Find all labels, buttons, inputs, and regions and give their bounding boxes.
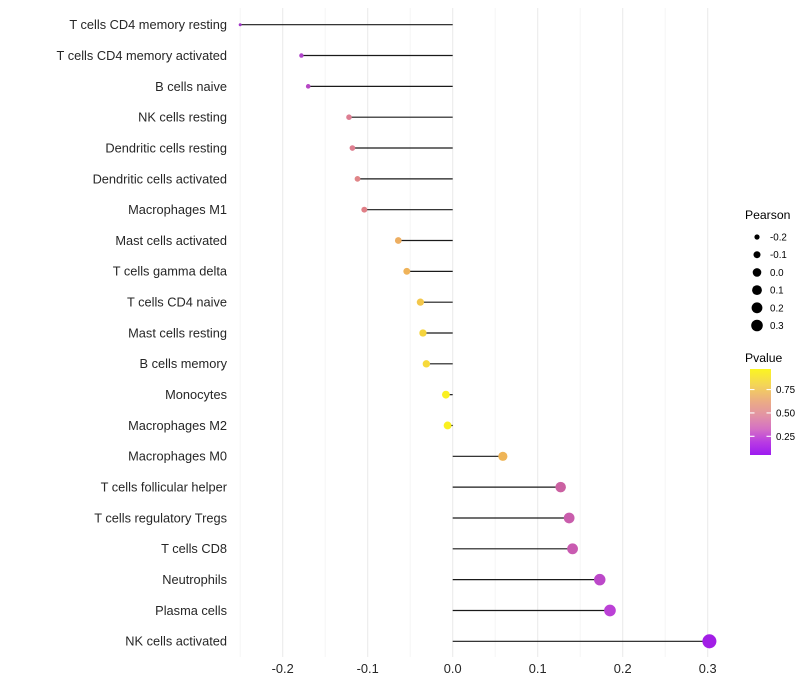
- y-axis-label: Mast cells activated: [115, 233, 227, 248]
- y-axis-label: T cells CD4 memory resting: [69, 17, 227, 32]
- data-point: [594, 573, 606, 586]
- size-legend-label: 0.1: [770, 286, 784, 297]
- lollipop-dots: [238, 23, 717, 649]
- size-legend-dot: [751, 302, 763, 314]
- data-point: [567, 543, 578, 555]
- y-axis-label: Macrophages M2: [128, 418, 227, 433]
- data-point: [702, 634, 717, 649]
- y-axis-label: Monocytes: [165, 387, 227, 402]
- x-axis-label: 0.1: [529, 661, 547, 676]
- x-axis-label: -0.2: [272, 661, 294, 676]
- y-axis-label: T cells CD4 memory activated: [57, 48, 227, 63]
- y-axis-label: T cells follicular helper: [101, 480, 228, 495]
- data-point: [346, 114, 352, 120]
- y-axis-label: Mast cells resting: [128, 325, 227, 340]
- size-legend-dot: [754, 234, 760, 240]
- data-point: [349, 145, 356, 151]
- y-axis-label: Macrophages M1: [128, 202, 227, 217]
- size-legend-dot: [751, 319, 763, 332]
- size-legend-label: 0.0: [770, 268, 784, 279]
- x-axis-label: 0.3: [699, 661, 717, 676]
- colorbar-tick-label: 0.25: [776, 432, 796, 443]
- lollipop-stems: [240, 24, 710, 642]
- data-point: [443, 421, 452, 430]
- size-legend-dot: [752, 285, 762, 295]
- colorbar-tick-label: 0.75: [776, 385, 796, 396]
- y-axis-label: NK cells activated: [125, 634, 227, 649]
- data-point: [403, 267, 411, 275]
- y-axis-labels: T cells CD4 memory resting T cells CD4 me…: [57, 17, 228, 649]
- data-point: [238, 23, 242, 27]
- data-point: [299, 53, 304, 58]
- y-axis-label: T cells CD4 naive: [127, 295, 227, 310]
- y-axis-label: T cells regulatory Tregs: [94, 510, 227, 525]
- size-legend-dot: [752, 268, 762, 277]
- y-axis-label: Plasma cells: [155, 603, 227, 618]
- colorbar-tick-label: 0.50: [776, 408, 796, 419]
- x-axis-labels: -0.2 -0.1 0.0 0.1 0.2 0.3: [272, 661, 717, 676]
- x-axis-label: 0.2: [614, 661, 632, 676]
- y-axis-label: Dendritic cells activated: [93, 171, 227, 186]
- data-point: [361, 206, 368, 213]
- data-point: [354, 175, 361, 182]
- y-axis-label: Neutrophils: [162, 572, 227, 587]
- y-axis-label: Macrophages M0: [128, 449, 227, 464]
- data-point: [394, 237, 402, 244]
- y-axis-label: B cells memory: [140, 356, 228, 371]
- pvalue-colorbar: [750, 369, 771, 455]
- legends: Pearson Pvalue -0.2 -0.1 0.0 0.1 0.2 0.3 0.75 0…: [745, 208, 796, 455]
- data-point: [604, 604, 616, 617]
- size-legend-label: 0.3: [770, 321, 784, 332]
- data-point: [498, 451, 508, 461]
- x-axis-label: 0.0: [444, 661, 462, 676]
- data-point: [555, 481, 566, 493]
- size-legend-label: -0.1: [770, 250, 787, 261]
- data-point: [305, 84, 311, 89]
- size-legend-label: -0.2: [770, 233, 787, 244]
- y-axis-label: Dendritic cells resting: [105, 140, 227, 155]
- y-axis-label: T cells gamma delta: [113, 264, 228, 279]
- data-point: [441, 390, 450, 399]
- gridlines: [239, 8, 709, 657]
- size-legend-dot: [753, 251, 761, 259]
- x-axis-label: -0.1: [357, 661, 379, 676]
- data-point: [419, 329, 427, 337]
- color-legend-title: Pvalue: [745, 351, 782, 365]
- y-axis-label: T cells CD8: [161, 541, 227, 556]
- y-axis-label: NK cells resting: [138, 110, 227, 125]
- size-legend-title: Pearson: [745, 208, 790, 222]
- data-point: [563, 512, 575, 524]
- data-point: [416, 298, 425, 306]
- data-point: [422, 360, 431, 368]
- size-legend-label: 0.2: [770, 303, 784, 314]
- y-axis-label: B cells naive: [155, 79, 227, 94]
